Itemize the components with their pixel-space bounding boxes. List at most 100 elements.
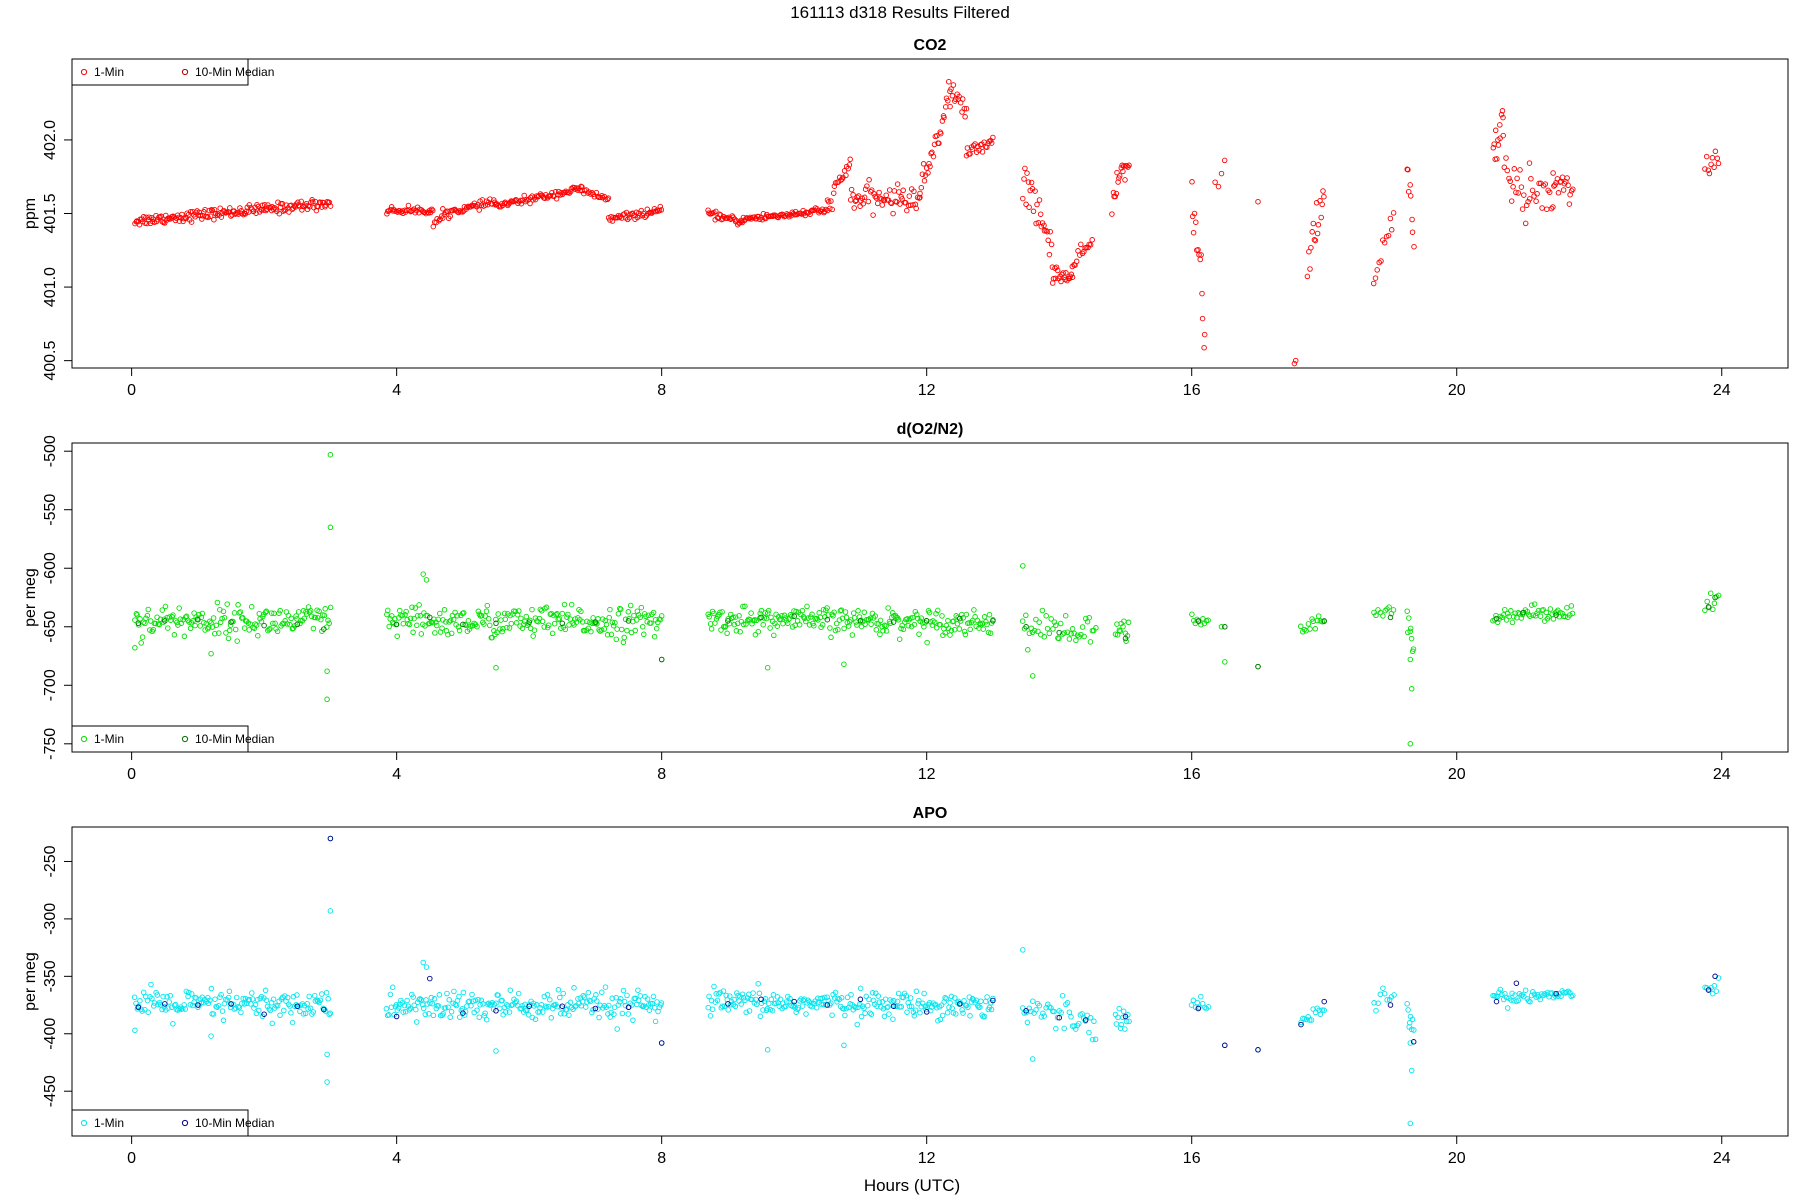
one-min-point: [1068, 631, 1074, 637]
ten-min-median-point: [327, 835, 334, 842]
one-min-point: [780, 1000, 786, 1006]
one-min-point: [518, 615, 524, 622]
ten-min-median-point: [1493, 998, 1500, 1005]
ten-min-median-point: [1387, 1002, 1394, 1008]
one-min-point: [717, 609, 723, 616]
x-tick-label: 20: [1448, 382, 1466, 399]
one-min-point: [142, 620, 148, 627]
one-min-point: [1550, 204, 1556, 210]
one-min-point: [145, 1009, 151, 1015]
one-min-point: [885, 1003, 891, 1010]
one-min-point: [462, 622, 469, 628]
one-min-point: [560, 990, 566, 997]
panel-title: APO: [913, 805, 948, 822]
one-min-point: [208, 650, 214, 657]
one-min-point: [442, 1005, 449, 1011]
ten-min-median-point: [493, 1008, 499, 1014]
one-min-point: [766, 1000, 772, 1007]
one-min-point: [1063, 1001, 1069, 1008]
ten-min-median-point: [1493, 615, 1500, 622]
one-min-point: [1191, 210, 1198, 217]
one-min-point: [475, 608, 482, 615]
one-min-point: [307, 1005, 314, 1012]
one-min-point: [903, 992, 909, 999]
one-min-point: [1529, 187, 1536, 194]
one-min-point: [170, 612, 176, 618]
one-min-point: [392, 615, 398, 622]
one-min-point: [214, 599, 221, 606]
one-min-point: [1496, 616, 1502, 622]
one-min-point: [239, 210, 245, 217]
one-min-point: [796, 622, 803, 628]
one-min-point: [1221, 157, 1228, 164]
one-min-point: [495, 992, 501, 998]
one-min-point: [841, 1042, 847, 1049]
one-min-point: [857, 203, 863, 209]
one-min-point: [1540, 992, 1547, 999]
one-min-point: [635, 987, 641, 993]
one-min-point: [308, 613, 315, 620]
one-min-point: [947, 1000, 953, 1006]
one-min-point: [650, 609, 657, 616]
one-min-point: [581, 190, 587, 197]
one-min-point: [482, 1010, 488, 1016]
one-min-point: [206, 207, 213, 214]
one-min-point: [1202, 1004, 1208, 1011]
one-min-point: [418, 631, 425, 637]
one-min-point: [1542, 181, 1549, 187]
one-min-point: [853, 619, 859, 625]
one-min-point: [1492, 127, 1499, 134]
one-min-point: [1408, 686, 1415, 692]
one-min-point: [407, 615, 414, 622]
one-min-point: [1049, 280, 1056, 286]
one-min-point: [750, 618, 757, 624]
one-min-point: [504, 624, 510, 631]
one-min-point: [287, 621, 293, 628]
one-min-point: [186, 989, 192, 996]
one-min-point: [789, 613, 795, 620]
one-min-point: [465, 617, 472, 624]
one-min-point: [571, 985, 577, 991]
one-min-point: [1711, 164, 1717, 171]
ten-min-median-point: [990, 997, 996, 1004]
ten-min-median-point: [857, 618, 864, 624]
one-min-point: [525, 1012, 532, 1018]
one-min-point: [264, 1003, 271, 1010]
one-min-point: [239, 1000, 245, 1007]
legend-label-one-min: 1-Min: [94, 1116, 124, 1130]
one-min-point: [324, 696, 330, 703]
one-min-point: [484, 602, 491, 609]
legend-label-ten-min-median: 10-Min Median: [195, 65, 274, 79]
one-min-point: [394, 633, 400, 639]
one-min-point: [590, 191, 597, 197]
one-min-point: [887, 620, 894, 627]
one-min-point: [167, 617, 174, 623]
one-min-point: [1570, 186, 1576, 192]
one-min-point: [917, 194, 923, 201]
one-min-point: [197, 623, 203, 629]
one-min-point: [868, 621, 874, 627]
legend: [71, 1109, 249, 1137]
one-min-point: [322, 1008, 329, 1014]
ten-min-median-point: [758, 996, 764, 1003]
one-min-point: [718, 627, 724, 633]
one-min-point: [1500, 132, 1506, 139]
one-min-point: [657, 616, 664, 623]
one-min-point: [737, 629, 743, 635]
one-min-point: [1705, 167, 1712, 173]
one-min-point: [843, 1005, 849, 1012]
one-min-point: [652, 1018, 659, 1025]
one-min-point: [725, 616, 731, 622]
one-min-point: [531, 627, 538, 633]
one-min-point: [586, 997, 593, 1003]
one-min-point: [1494, 156, 1500, 162]
one-min-point: [717, 989, 723, 996]
one-min-point: [1514, 175, 1520, 182]
one-min-point: [268, 610, 275, 616]
one-min-point: [410, 629, 416, 636]
one-min-point: [327, 203, 334, 209]
ten-min-median-point: [824, 616, 831, 623]
one-min-point: [977, 622, 984, 628]
one-min-point: [444, 990, 450, 997]
